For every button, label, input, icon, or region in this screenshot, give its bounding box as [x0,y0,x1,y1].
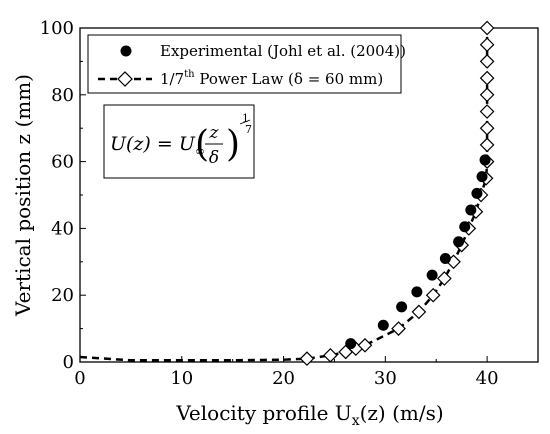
x-axis-label: Velocity profile Ux(z) (m/s) [175,401,443,429]
experimental-point [411,286,423,298]
experimental-point [476,171,488,183]
experimental-point [426,269,438,281]
x-tick-label: 30 [374,368,397,389]
y-tick-label: 60 [51,152,74,173]
x-tick-label: 20 [272,368,295,389]
powerlaw-point [479,20,495,36]
equation-lhs: U(z) = U∞ [110,133,205,158]
y-tick-label: 80 [51,85,74,106]
data-layer [79,20,495,367]
experimental-point [465,204,477,216]
powerlaw-point [437,271,452,286]
powerlaw-point [479,70,495,86]
equation-exp-num: 1 [242,112,249,125]
y-tick-label: 100 [40,18,74,39]
experimental-point [459,221,471,233]
powerlaw-point [479,54,495,69]
equation-right-paren: ) [226,124,240,165]
legend-marker-experimental [120,45,132,57]
powerlaw-point [479,137,495,153]
powerlaw-point [391,321,406,336]
y-tick-label: 20 [51,285,74,306]
y-tick-label: 0 [63,352,74,373]
equation-frac-den: δ [209,148,219,168]
powerlaw-point [357,337,373,353]
equation-frame [103,104,255,179]
experimental-point [396,301,408,313]
powerlaw-point [479,37,495,53]
equation-left-paren: ( [195,124,209,165]
experimental-point [345,338,357,350]
powerlaw-point [411,304,427,320]
experimental-point [471,187,483,199]
equation-exp-den: 7 [245,123,252,136]
powerlaw-point [323,347,338,363]
legend-label-experimental: Experimental (Johl et al. (2004)) [160,42,406,60]
experimental-point [479,154,491,166]
equation-box: U(z) = U∞ ( z δ ) 1 7 [103,104,255,179]
powerlaw-point [479,87,495,103]
experimental-point [439,252,451,264]
powerlaw-point [299,351,315,367]
powerlaw-point [479,120,495,136]
y-tick-label: 40 [51,218,74,239]
equation-frac-num: z [209,123,220,143]
powerlaw-point [479,104,495,119]
x-tick-label: 0 [74,368,85,389]
x-tick-label: 40 [476,368,499,389]
y-axis-label: Vertical position z (mm) [11,74,35,317]
equation-exp-bar [239,119,251,125]
legend-box [87,34,402,94]
powerlaw-point [425,287,441,303]
ticks-layer: 0 10 20 30 40 0 20 40 60 80 100 [40,18,539,389]
x-tick-label: 10 [170,368,193,389]
experimental-point [377,319,389,331]
legend-label-powerlaw: 1/7th Power Law (δ = 60 mm) [160,69,383,88]
legend: Experimental (Johl et al. (2004)) 1/7th … [87,34,406,94]
legend-marker-powerlaw [117,71,133,87]
experimental-point [453,236,465,248]
powerlaw-curve [79,28,489,362]
